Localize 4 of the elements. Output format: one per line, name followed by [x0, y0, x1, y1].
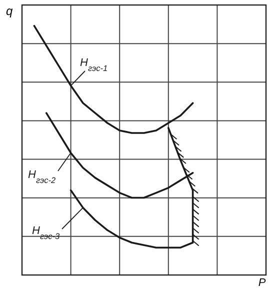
series-label: H$_{гэс-1}$ [80, 57, 108, 72]
legend-label: H$_{гэс-2}$ [28, 169, 56, 184]
y-axis-title: q [6, 4, 13, 18]
x-axis-title: P [258, 277, 266, 288]
